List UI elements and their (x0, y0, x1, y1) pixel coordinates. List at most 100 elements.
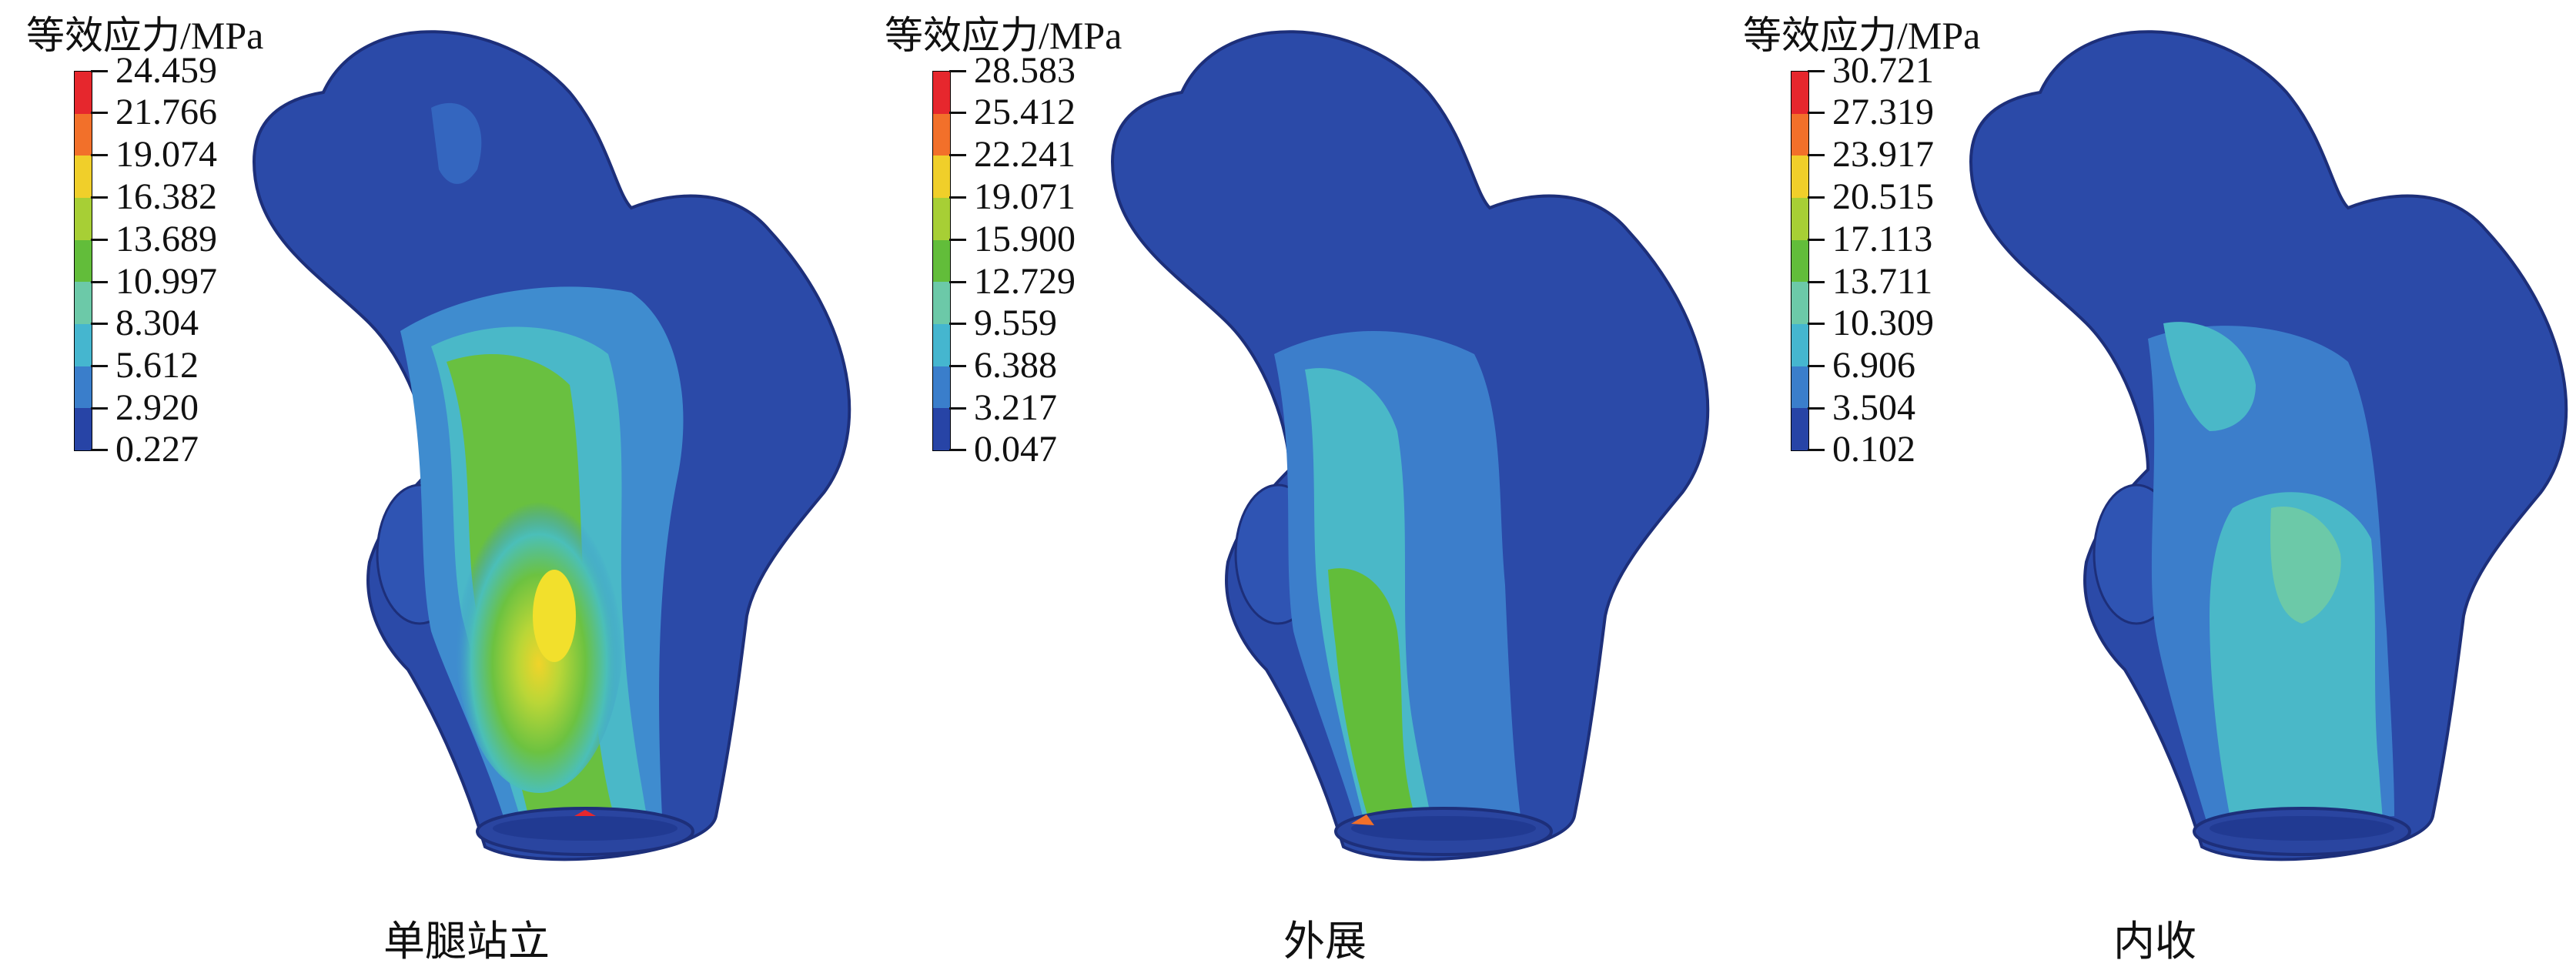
tick-label: 15.900 (974, 219, 1076, 259)
tick-label: 22.241 (974, 134, 1076, 175)
tick-label: 10.309 (1832, 303, 1934, 343)
colorbar-band-7 (75, 324, 92, 366)
femur-stress-model (1110, 30, 1710, 861)
tick-label: 3.217 (974, 387, 1057, 428)
femur-stress-model (252, 30, 851, 861)
colorbar-band-5 (75, 239, 92, 283)
tick-label: 28.583 (974, 50, 1076, 91)
colorbar-band-6 (1791, 282, 1808, 325)
tick-mark (91, 196, 108, 199)
tick-label: 2.920 (115, 387, 199, 428)
tick-label: 10.997 (115, 261, 217, 302)
colorbar-band-9 (933, 408, 950, 451)
tick-label: 0.227 (115, 429, 199, 470)
tick-mark (91, 449, 108, 451)
tick-label: 27.319 (1832, 92, 1934, 132)
tick-mark (91, 407, 108, 410)
colorbar-band-2 (75, 113, 92, 156)
tick-label: 25.412 (974, 92, 1076, 132)
tick-label: 13.689 (115, 219, 217, 259)
colorbar-band-8 (75, 366, 92, 409)
tick-mark (1808, 323, 1825, 325)
tick-mark (949, 323, 966, 325)
colorbar-band-8 (1791, 366, 1808, 409)
colorbar (932, 71, 951, 451)
tick-mark (1808, 407, 1825, 410)
legend-title: 等效应力/MPa (26, 14, 264, 57)
tick-mark (1808, 112, 1825, 114)
colorbar-band-3 (933, 156, 950, 199)
tick-label: 23.917 (1832, 134, 1934, 175)
tick-label: 0.047 (974, 429, 1057, 470)
colorbar-band-3 (1791, 156, 1808, 199)
colorbar-band-4 (933, 198, 950, 240)
tick-label: 30.721 (1832, 50, 1934, 91)
colorbar-band-5 (933, 239, 950, 283)
tick-mark (1808, 196, 1825, 199)
tick-mark (91, 281, 108, 283)
panel-caption: 内收 (2113, 918, 2196, 965)
femur-stress-model (1969, 30, 2568, 861)
tick-label: 17.113 (1832, 219, 1933, 259)
tick-label: 24.459 (115, 50, 217, 91)
tick-label: 20.515 (1832, 176, 1934, 217)
tick-mark (91, 112, 108, 114)
tick-mark (949, 449, 966, 451)
legend-title: 等效应力/MPa (885, 14, 1122, 57)
colorbar-band-1 (75, 72, 92, 114)
colorbar-band-9 (75, 408, 92, 451)
tick-label: 6.906 (1832, 345, 1915, 386)
colorbar-band-4 (1791, 198, 1808, 240)
tick-label: 5.612 (115, 345, 199, 386)
stress-panel-single-leg: 等效应力/MPa 24.459 21.766 19.074 16.382 13.… (0, 0, 858, 970)
tick-mark (949, 70, 966, 72)
panel-caption: 单腿站立 (383, 918, 550, 965)
tick-mark (1808, 70, 1825, 72)
tick-mark (91, 323, 108, 325)
colorbar-band-5 (1791, 239, 1808, 283)
tick-mark (949, 281, 966, 283)
tick-label: 19.071 (974, 176, 1076, 217)
tick-label: 13.711 (1832, 261, 1933, 302)
colorbar-band-7 (1791, 324, 1808, 366)
colorbar-band-2 (1791, 113, 1808, 156)
colorbar-band-9 (1791, 408, 1808, 451)
tick-mark (1808, 154, 1825, 156)
tick-mark (949, 239, 966, 241)
colorbar-band-3 (75, 156, 92, 199)
tick-mark (1808, 365, 1825, 367)
colorbar (74, 71, 92, 451)
tick-mark (91, 70, 108, 72)
tick-mark (949, 112, 966, 114)
tick-label: 12.729 (974, 261, 1076, 302)
colorbar-band-1 (933, 72, 950, 114)
colorbar-band-2 (933, 113, 950, 156)
tick-label: 6.388 (974, 345, 1057, 386)
tick-label: 8.304 (115, 303, 199, 343)
tick-mark (91, 365, 108, 367)
legend-title: 等效应力/MPa (1743, 14, 1981, 57)
colorbar-band-1 (1791, 72, 1808, 114)
tick-mark (949, 365, 966, 367)
tick-label: 9.559 (974, 303, 1057, 343)
tick-mark (949, 196, 966, 199)
colorbar-band-4 (75, 198, 92, 240)
tick-mark (91, 239, 108, 241)
tick-label: 21.766 (115, 92, 217, 132)
tick-label: 16.382 (115, 176, 217, 217)
stress-panel-abduction: 等效应力/MPa 28.583 25.412 22.241 19.071 15.… (858, 0, 1717, 970)
tick-label: 3.504 (1832, 387, 1915, 428)
tick-mark (949, 154, 966, 156)
colorbar-band-6 (75, 282, 92, 325)
tick-mark (949, 407, 966, 410)
colorbar (1791, 71, 1809, 451)
colorbar-band-8 (933, 366, 950, 409)
colorbar-band-6 (933, 282, 950, 325)
stress-panel-adduction: 等效应力/MPa 30.721 27.319 23.917 20.515 17.… (1717, 0, 2575, 970)
panel-caption: 外展 (1283, 918, 1367, 965)
colorbar-band-7 (933, 324, 950, 366)
tick-label: 0.102 (1832, 429, 1915, 470)
tick-mark (1808, 239, 1825, 241)
tick-mark (91, 154, 108, 156)
tick-mark (1808, 449, 1825, 451)
